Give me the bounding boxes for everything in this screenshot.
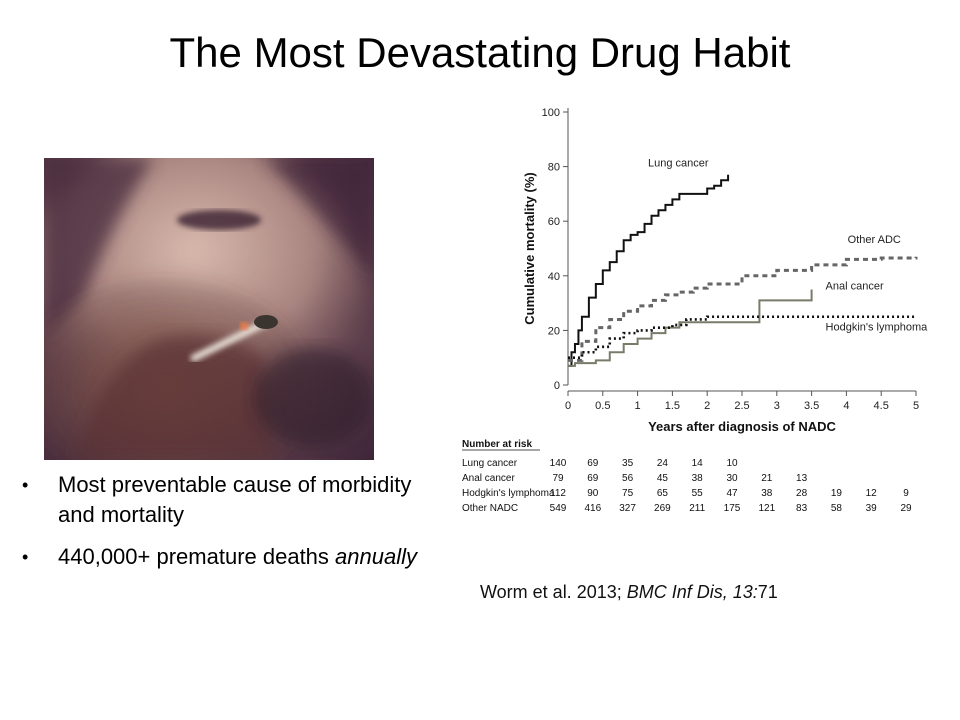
x-tick-label: 0 <box>565 400 571 412</box>
risk-table-cell: 549 <box>550 503 567 514</box>
bullet-text: Most preventable cause of morbidity and … <box>58 472 412 527</box>
risk-table-cell: 13 <box>796 473 808 484</box>
risk-table-cell: 121 <box>758 503 775 514</box>
risk-table-row-label: Lung cancer <box>462 458 518 469</box>
risk-table-cell: 38 <box>692 473 704 484</box>
x-tick-label: 1.5 <box>665 400 680 412</box>
series-label: Other ADC <box>848 234 901 246</box>
risk-table-row-label: Anal cancer <box>462 473 515 484</box>
bullet-item: • 440,000+ premature deaths annually <box>22 542 432 572</box>
risk-table-cell: 211 <box>689 503 705 514</box>
risk-table-cell: 79 <box>552 473 564 484</box>
risk-table-cell: 90 <box>587 488 599 499</box>
risk-table-cell: 14 <box>692 458 704 469</box>
risk-table-cell: 69 <box>587 458 599 469</box>
x-tick-label: 2 <box>704 400 710 412</box>
risk-table-row-label: Hodgkin's lymphoma <box>462 488 555 499</box>
risk-table-cell: 416 <box>584 503 601 514</box>
survival-figure: 0 20 40 60 80 100 0 0.5 1 1.5 2 2.5 3 3.5 4 4.5 5 Years a… <box>448 100 936 560</box>
risk-table-cell: 140 <box>550 458 567 469</box>
risk-table-cell: 175 <box>724 503 741 514</box>
citation-journal: BMC Inf Dis, 13: <box>626 582 758 602</box>
series-line-anal-cancer <box>568 289 813 367</box>
citation: Worm et al. 2013; BMC Inf Dis, 13:71 <box>480 582 778 603</box>
risk-table-cell: 30 <box>726 473 738 484</box>
risk-table-cell: 56 <box>622 473 634 484</box>
risk-table-cell: 35 <box>622 458 634 469</box>
risk-table-cell: 39 <box>866 503 878 514</box>
bullet-text: 440,000+ premature deaths <box>58 544 336 569</box>
y-tick-label: 40 <box>548 271 560 283</box>
risk-table-cell: 45 <box>657 473 669 484</box>
risk-table-cell: 12 <box>866 488 878 499</box>
series-label: Hodgkin's lymphoma <box>826 321 929 333</box>
bullet-emphasis: annually <box>335 544 417 569</box>
y-tick-label: 20 <box>548 325 560 337</box>
risk-table-cell: 38 <box>761 488 773 499</box>
citation-number: 71 <box>757 582 778 602</box>
series-label: Anal cancer <box>826 280 884 292</box>
x-axis-label: Years after diagnosis of NADC <box>648 419 836 434</box>
y-axis-label: Cumulative mortality (%) <box>522 172 537 324</box>
bullet-dot-icon: • <box>22 547 29 567</box>
series-line-lung-cancer <box>568 174 730 367</box>
y-tick-label: 60 <box>548 216 560 228</box>
risk-table-row-label: Other NADC <box>462 503 518 514</box>
x-tick-label: 4 <box>843 400 849 412</box>
bullet-list: • Most preventable cause of morbidity an… <box>22 470 432 584</box>
risk-table-cell: 112 <box>550 488 566 499</box>
risk-table-cell: 21 <box>761 473 773 484</box>
y-tick-label: 80 <box>548 162 560 174</box>
risk-table-cell: 19 <box>831 488 843 499</box>
smoking-woman-photo <box>44 158 374 460</box>
risk-table-cell: 24 <box>657 458 669 469</box>
y-tick-label: 100 <box>542 107 560 119</box>
citation-authors: Worm et al. 2013; <box>480 582 627 602</box>
mortality-chart: 0 20 40 60 80 100 0 0.5 1 1.5 2 2.5 3 3.5 4 4.5 5 Years a… <box>462 107 929 514</box>
risk-table-cell: 327 <box>619 503 636 514</box>
risk-table-cell: 10 <box>726 458 738 469</box>
x-tick-label: 0.5 <box>595 400 610 412</box>
risk-table-cell: 75 <box>622 488 634 499</box>
x-tick-label: 3.5 <box>804 400 819 412</box>
x-tick-label: 4.5 <box>874 400 889 412</box>
risk-table-cell: 83 <box>796 503 808 514</box>
risk-table-header: Number at risk <box>462 439 532 450</box>
risk-table-cell: 29 <box>900 503 912 514</box>
x-tick-label: 2.5 <box>734 400 749 412</box>
risk-table-cell: 269 <box>654 503 671 514</box>
bullet-item: • Most preventable cause of morbidity an… <box>22 470 432 530</box>
risk-table-cell: 47 <box>726 488 738 499</box>
x-tick-label: 1 <box>635 400 641 412</box>
risk-table-cell: 55 <box>692 488 704 499</box>
risk-table-cell: 9 <box>903 488 909 499</box>
series-label: Lung cancer <box>648 158 709 170</box>
bullet-dot-icon: • <box>22 475 29 495</box>
x-tick-label: 3 <box>774 400 780 412</box>
risk-table-cell: 65 <box>657 488 669 499</box>
risk-table-cell: 28 <box>796 488 808 499</box>
photo-image <box>44 158 374 460</box>
slide-title: The Most Devastating Drug Habit <box>169 29 791 76</box>
y-tick-label: 0 <box>554 380 560 392</box>
x-tick-label: 5 <box>913 400 919 412</box>
risk-table-cell: 69 <box>587 473 599 484</box>
series-line-other-adc <box>568 256 918 362</box>
risk-table-cell: 58 <box>831 503 843 514</box>
